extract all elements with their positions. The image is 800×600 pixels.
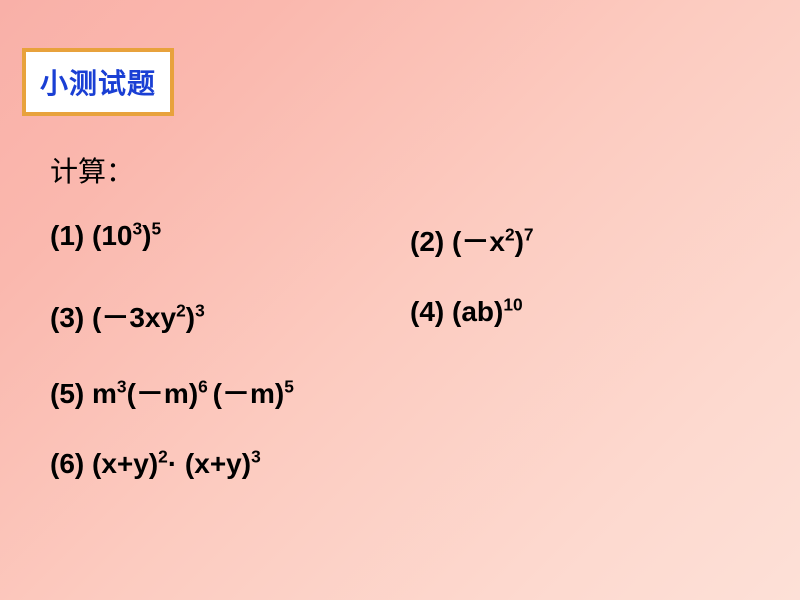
problem-label: (2) [410,226,444,257]
problem-label: (5) [50,378,84,409]
problem-item: (5) m3(－m)6 (－m)5 [50,372,410,412]
problem-label: (3) [50,302,84,333]
instruction-text: 计算： [50,150,760,190]
problem-label: (4) [410,296,444,327]
problem-expression: (－x2)7 [452,226,534,257]
title-box: 小测试题 [22,48,174,116]
problem-item: (1) (103)5 [50,220,410,260]
problem-expression: (x+y)2· (x+y)3 [92,448,261,479]
problems-list: (1) (103)5 (2) (－x2)7 (3) (－3xy2)3 (4) (… [50,220,760,480]
problem-item: (3) (－3xy2)3 [50,296,410,336]
problem-row: (5) m3(－m)6 (－m)5 [50,372,760,412]
problem-label: (1) [50,220,84,251]
problem-row: (3) (－3xy2)3 (4) (ab)10 [50,296,760,336]
problem-item: (4) (ab)10 [410,296,760,336]
problem-expression: m3(－m)6 (－m)5 [92,378,294,409]
problem-label: (6) [50,448,84,479]
problem-item: (6) (x+y)2· (x+y)3 [50,448,410,480]
problem-item: (2) (－x2)7 [410,220,760,260]
problem-row: (6) (x+y)2· (x+y)3 [50,448,760,480]
problem-row: (1) (103)5 (2) (－x2)7 [50,220,760,260]
problem-expression: (ab)10 [452,296,523,327]
content-area: 计算： (1) (103)5 (2) (－x2)7 (3) (－3xy2)3 (… [50,150,760,516]
title-text: 小测试题 [40,69,156,100]
problem-expression: (－3xy2)3 [92,302,205,333]
problem-expression: (103)5 [92,220,161,251]
